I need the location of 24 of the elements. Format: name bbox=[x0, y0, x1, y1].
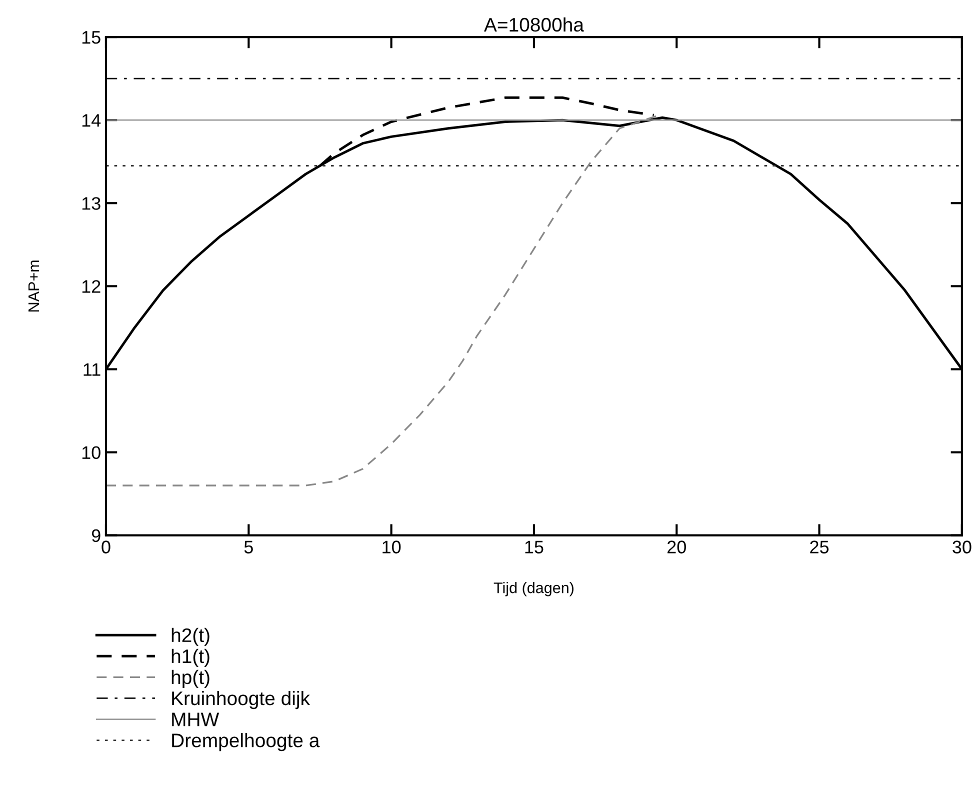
y-tick-label: 13 bbox=[82, 197, 100, 210]
x-tick-label: 0 bbox=[102, 540, 110, 554]
y-tick-label: 9 bbox=[92, 529, 100, 542]
y-axis-title: NAP+m bbox=[28, 260, 39, 312]
legend-label: h1(t) bbox=[172, 648, 210, 667]
chart-title: A=10800ha bbox=[484, 17, 584, 32]
y-tick-label: 10 bbox=[82, 446, 100, 459]
x-tick-label: 20 bbox=[667, 540, 686, 554]
y-tick-label: 11 bbox=[84, 363, 100, 376]
line-series bbox=[106, 115, 658, 486]
y-tick-label: 15 bbox=[82, 31, 100, 44]
legend-label: hp(t) bbox=[172, 670, 210, 688]
x-tick-label: 30 bbox=[952, 540, 972, 554]
legend-label: Kruinhoogte dijk bbox=[172, 690, 310, 710]
x-tick-label: 10 bbox=[382, 540, 401, 554]
x-tick-label: 15 bbox=[525, 540, 544, 554]
legend-label: h2(t) bbox=[172, 628, 210, 646]
x-tick-label: 5 bbox=[244, 540, 253, 554]
legend-label: Drempelhoogte a bbox=[172, 733, 320, 752]
y-tick-label: 14 bbox=[82, 114, 101, 127]
legend-label: MHW bbox=[172, 712, 220, 726]
y-tick-label: 12 bbox=[82, 280, 100, 293]
x-tick-label: 25 bbox=[810, 540, 829, 554]
x-axis-title: Tijd (dagen) bbox=[494, 582, 574, 596]
